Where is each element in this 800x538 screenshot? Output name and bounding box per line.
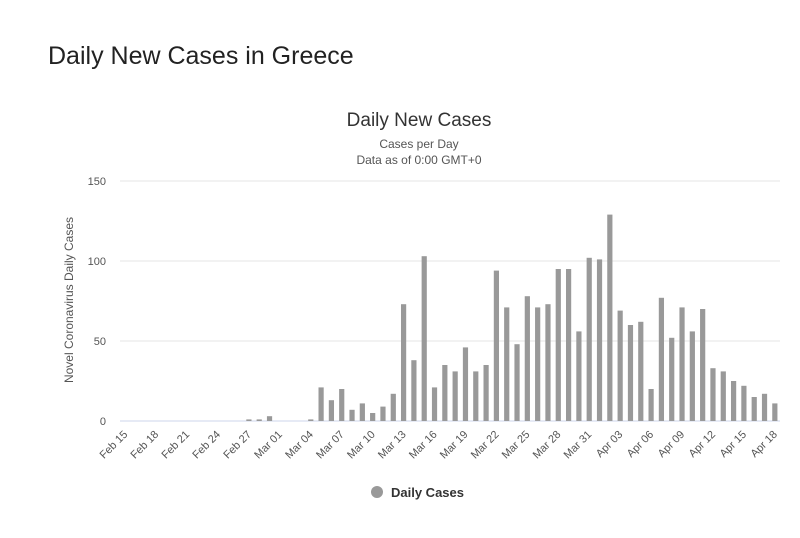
bar	[638, 321, 644, 421]
bar	[452, 371, 458, 421]
bar	[514, 344, 520, 421]
bar	[256, 419, 262, 421]
bar	[658, 297, 665, 421]
x-tick-label: Apr 03	[594, 429, 625, 460]
bar	[380, 406, 386, 421]
bar	[400, 304, 407, 421]
x-tick-label: Mar 13	[376, 429, 409, 462]
bar	[524, 296, 530, 421]
bar	[720, 371, 726, 421]
bar	[359, 403, 365, 421]
bar	[679, 307, 685, 421]
bar	[318, 387, 324, 421]
bar	[607, 214, 613, 421]
chart-subtitle: Data as of 0:00 GMT+0	[356, 153, 481, 167]
bar	[741, 385, 747, 421]
x-tick-label: Feb 24	[190, 429, 223, 462]
bar	[555, 269, 561, 421]
bar	[483, 365, 489, 421]
bar	[669, 337, 675, 421]
bar	[700, 309, 706, 421]
bar	[648, 389, 654, 421]
bar	[411, 360, 417, 421]
x-tick-label: Apr 15	[718, 429, 749, 460]
bar	[473, 371, 479, 421]
bar	[266, 416, 273, 421]
bar	[421, 256, 427, 421]
bar	[462, 347, 469, 421]
y-tick-label: 150	[88, 176, 106, 188]
bar	[390, 393, 396, 421]
y-tick-label: 0	[100, 416, 106, 428]
bar	[751, 397, 757, 421]
x-tick-label: Apr 18	[749, 429, 780, 460]
bar	[772, 403, 778, 421]
x-tick-label: Mar 19	[438, 429, 471, 462]
x-tick-label: Mar 28	[531, 429, 564, 462]
chart-subtitle: Cases per Day	[379, 137, 458, 151]
legend-marker	[371, 486, 383, 498]
bar	[596, 259, 603, 421]
bar	[349, 409, 355, 421]
x-tick-label: Feb 21	[159, 429, 192, 462]
x-tick-label: Apr 12	[687, 429, 718, 460]
bar	[617, 310, 623, 421]
bar	[710, 368, 716, 421]
x-tick-label: Mar 16	[407, 429, 440, 462]
bar	[328, 400, 335, 421]
bar	[586, 257, 592, 421]
x-tick-label: Apr 06	[625, 429, 656, 460]
y-tick-label: 100	[88, 256, 106, 268]
x-tick-label: Apr 09	[656, 429, 687, 460]
x-tick-label: Feb 15	[98, 429, 131, 462]
page-title: Daily New Cases in Greece	[48, 42, 354, 70]
x-tick-label: Mar 04	[283, 429, 316, 462]
bar	[545, 304, 551, 421]
bar	[308, 419, 314, 421]
bar	[246, 419, 252, 421]
x-tick-label: Feb 18	[129, 429, 162, 462]
bar	[431, 387, 438, 421]
bar	[535, 307, 541, 421]
bar	[493, 270, 500, 421]
y-axis-label: Novel Coronavirus Daily Cases	[62, 217, 76, 383]
x-tick-label: Mar 01	[252, 429, 285, 462]
bar	[730, 381, 737, 421]
bar	[576, 331, 582, 421]
bar	[504, 307, 510, 421]
bar	[689, 331, 695, 421]
x-tick-label: Mar 07	[314, 429, 347, 462]
x-tick-label: Mar 25	[500, 429, 533, 462]
bar	[761, 393, 768, 421]
bar	[370, 413, 376, 421]
chart-title: Daily New Cases	[347, 110, 492, 131]
y-tick-label: 50	[94, 336, 106, 348]
x-tick-label: Mar 10	[345, 429, 378, 462]
bar	[339, 389, 345, 421]
legend-label: Daily Cases	[391, 485, 464, 500]
x-tick-label: Mar 22	[469, 429, 502, 462]
bar	[627, 325, 634, 421]
x-tick-label: Mar 31	[562, 429, 595, 462]
x-tick-label: Feb 27	[221, 429, 254, 462]
bar	[442, 365, 448, 421]
bar	[565, 269, 572, 421]
